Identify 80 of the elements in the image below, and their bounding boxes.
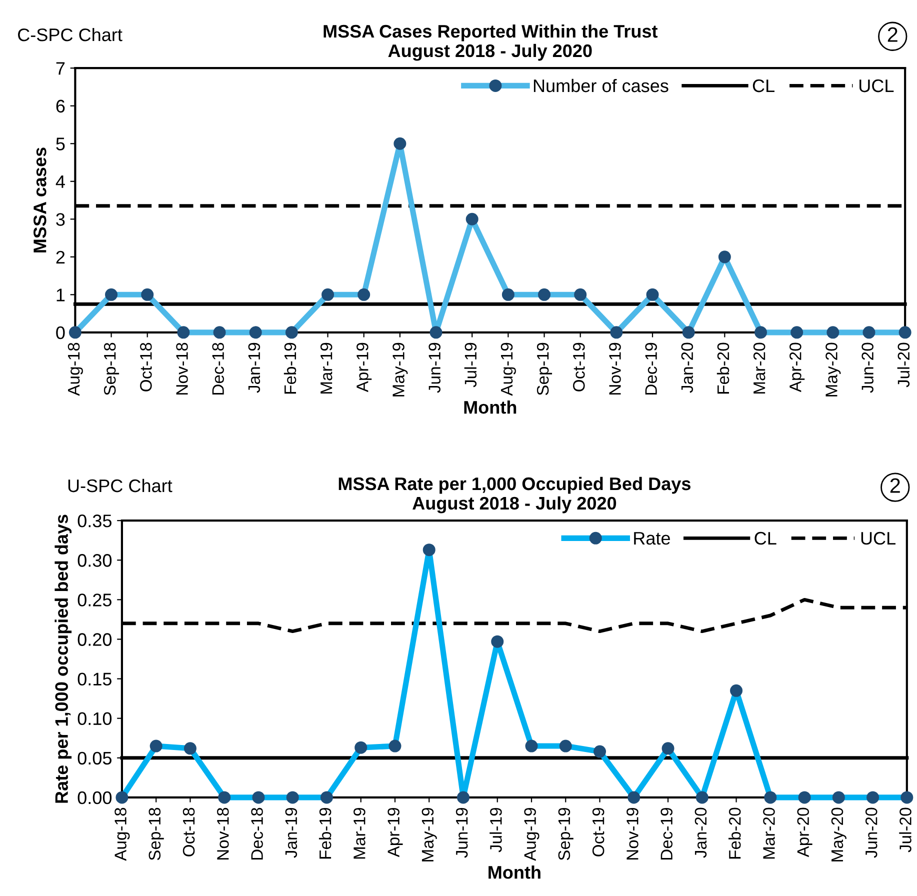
chart-title: MSSA Cases Reported Within the Trust August 2018 - July 2020 xyxy=(324,24,658,61)
y-tick-label: 0.20 xyxy=(78,633,112,646)
x-tick-label: Jan-20 xyxy=(694,808,707,858)
x-tick-label: Oct-19 xyxy=(592,808,604,856)
x-tick-label: Mar-19 xyxy=(320,342,332,394)
y-axis-title: Rate per 1,000 occupied bed days xyxy=(54,514,72,803)
x-tick-label: Apr-20 xyxy=(797,808,812,858)
y-tick-label: 2 xyxy=(56,250,65,264)
x-tick-label: Oct-18 xyxy=(182,808,195,856)
x-tick-label: Sep-19 xyxy=(536,342,552,396)
legend-label: Number of cases xyxy=(534,78,668,92)
text: C-SPC Chart xyxy=(18,28,122,42)
y-tick-label: 0.15 xyxy=(78,672,112,686)
x-tick-label: Feb-19 xyxy=(318,808,332,859)
y-tick-label: 0.05 xyxy=(78,752,112,765)
x-tick-label: Jun-20 xyxy=(865,808,878,858)
y-tick-label: 0.30 xyxy=(78,554,112,567)
y-tick-label: 4 xyxy=(56,175,65,188)
x-tick-label: Jan-19 xyxy=(285,808,298,858)
x-tick-label: Jan-19 xyxy=(248,342,260,393)
text: U-SPC Chart xyxy=(68,478,172,492)
text: 2 xyxy=(890,478,900,493)
x-tick-label: Nov-19 xyxy=(609,342,621,394)
x-tick-label: May-20 xyxy=(826,342,841,396)
x-tick-label: Aug-18 xyxy=(114,808,130,861)
legend-label: Rate xyxy=(634,532,670,545)
x-tick-label: Jul-19 xyxy=(464,342,477,388)
x-tick-label: Apr-19 xyxy=(388,808,403,858)
y-tick-label: 0.00 xyxy=(78,791,112,804)
x-tick-label: Jul-19 xyxy=(490,808,502,852)
y-tick-label: 3 xyxy=(56,213,65,226)
x-tick-label: Aug-18 xyxy=(68,342,83,396)
x-tick-label: Jan-20 xyxy=(681,342,694,393)
x-tick-label: Nov-19 xyxy=(626,808,638,860)
legend-label: CL xyxy=(754,532,776,545)
y-tick-label: 1 xyxy=(56,288,65,302)
x-tick-label: Jul-20 xyxy=(899,808,912,852)
y-tick-label: 0.35 xyxy=(78,514,112,528)
x-tick-label: Dec-18 xyxy=(212,342,224,394)
x-tick-label: Feb-20 xyxy=(728,808,741,859)
x-tick-label: Dec-18 xyxy=(251,808,263,860)
y-tick-label: 6 xyxy=(56,100,65,113)
x-tick-label: Apr-19 xyxy=(356,342,372,392)
x-tick-label: Aug-19 xyxy=(500,342,516,396)
y-tick-label: 0.10 xyxy=(78,712,112,726)
text: 2 xyxy=(888,27,898,42)
x-tick-label: May-19 xyxy=(392,342,408,396)
x-tick-label: Nov-18 xyxy=(217,808,229,860)
x-tick-label: Jun-19 xyxy=(428,342,440,393)
x-tick-label: May-20 xyxy=(831,808,846,862)
x-tick-label: Mar-20 xyxy=(763,808,775,859)
x-tick-label: Sep-19 xyxy=(558,808,574,860)
x-tick-label: Dec-19 xyxy=(660,808,672,860)
y-tick-label: 0.25 xyxy=(78,594,112,606)
legend-label: UCL xyxy=(861,532,896,545)
x-tick-label: Nov-18 xyxy=(176,342,188,394)
x-tick-label: Dec-19 xyxy=(645,342,657,394)
y-tick-label: 7 xyxy=(56,62,65,75)
x-tick-label: Feb-20 xyxy=(716,342,730,394)
x-tick-label: Mar-19 xyxy=(354,808,366,859)
x-tick-label: Feb-19 xyxy=(284,342,296,394)
x-tick-label: Mar-20 xyxy=(753,342,766,394)
x-tick-label: Sep-18 xyxy=(148,808,164,860)
x-tick-label: May-19 xyxy=(422,808,437,862)
x-tick-label: Jun-20 xyxy=(862,342,874,393)
x-tick-label: Jul-20 xyxy=(897,342,910,388)
y-axis-title: MSSA cases xyxy=(34,148,46,252)
legend-label: CL xyxy=(752,79,774,92)
x-axis-title: Month xyxy=(488,866,540,879)
legend-label: UCL xyxy=(860,79,894,92)
x-tick-label: Oct-19 xyxy=(573,342,585,392)
x-tick-label: Oct-18 xyxy=(140,342,152,392)
y-tick-label: 0 xyxy=(56,326,65,340)
x-tick-label: Apr-20 xyxy=(790,342,805,392)
chart-title: MSSA Rate per 1,000 Occupied Bed Days August 2018 - July 2020 xyxy=(338,476,690,514)
x-axis-title: Month xyxy=(464,400,516,414)
y-tick-label: 5 xyxy=(56,138,65,150)
x-tick-label: Sep-18 xyxy=(104,342,120,396)
x-tick-label: Aug-19 xyxy=(524,808,540,861)
x-tick-label: Jun-19 xyxy=(456,808,468,858)
